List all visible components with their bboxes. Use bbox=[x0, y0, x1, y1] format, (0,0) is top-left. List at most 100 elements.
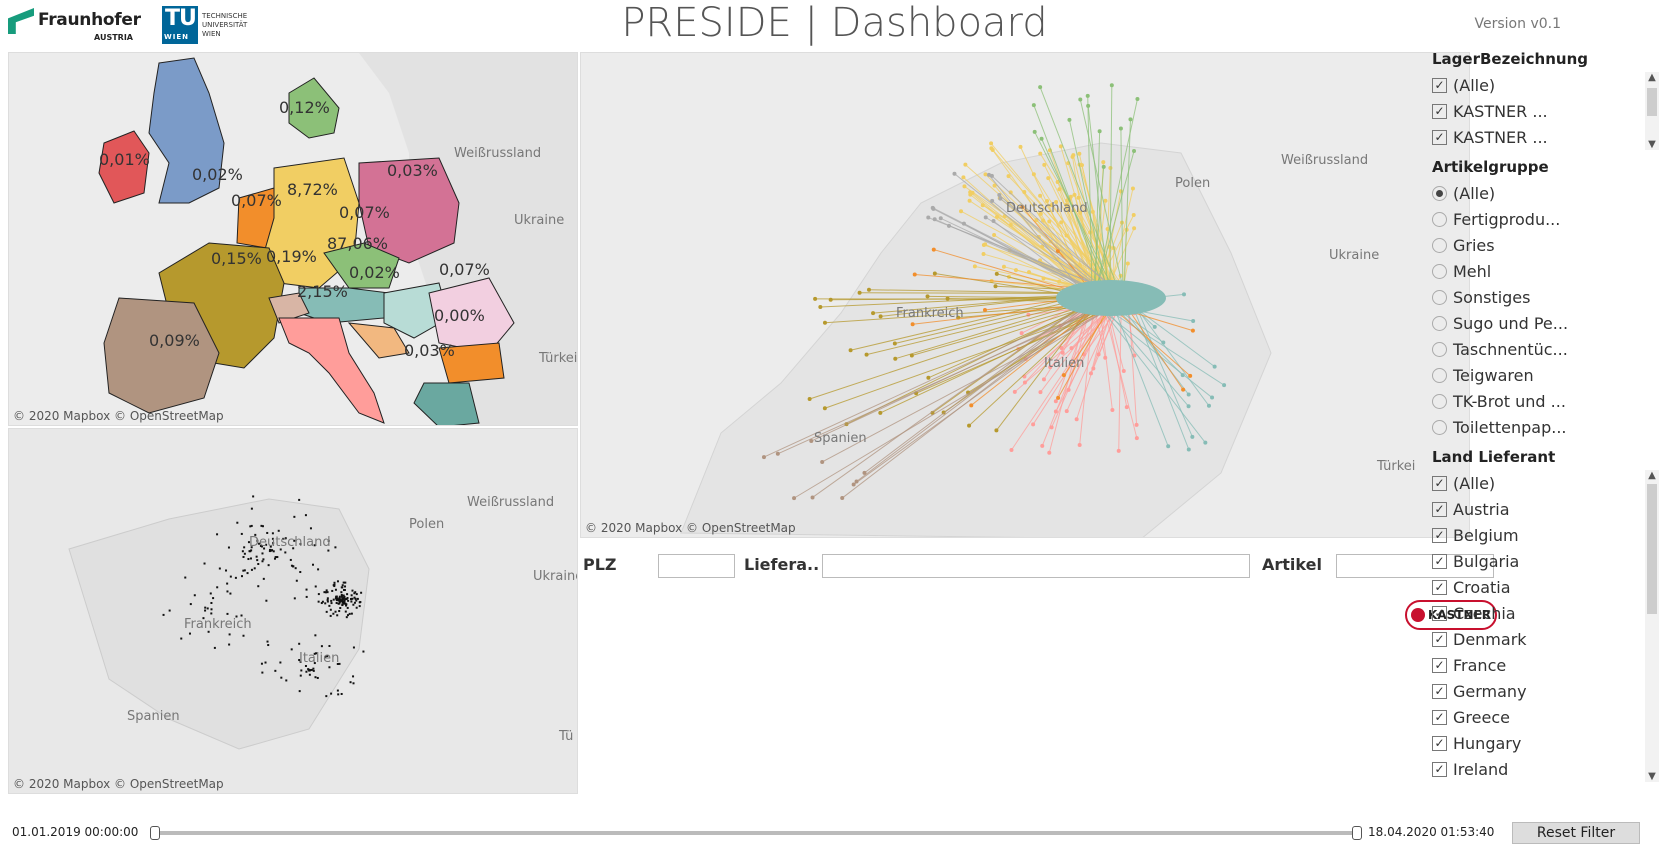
land-scrollbar[interactable]: ▲ ▼ bbox=[1645, 470, 1659, 782]
filter-item-artikel[interactable]: Sonstiges bbox=[1432, 284, 1668, 310]
location-dot bbox=[243, 552, 246, 555]
flow-origin-point bbox=[972, 264, 977, 269]
location-dot bbox=[228, 643, 231, 646]
pct-label: 0,12% bbox=[279, 98, 330, 117]
filter-item-land[interactable]: ✓ Hungary bbox=[1432, 730, 1668, 756]
dot-map[interactable]: Polen Weißrussland Deutschland Frankreic… bbox=[8, 428, 578, 794]
scroll-thumb[interactable] bbox=[1647, 484, 1657, 614]
location-dot bbox=[334, 546, 337, 549]
radio-icon[interactable] bbox=[1432, 289, 1447, 305]
choropleth-map[interactable]: Weißrussland Ukraine Türkei 0,12% 0,01% … bbox=[8, 52, 578, 426]
scroll-down-icon[interactable]: ▼ bbox=[1648, 771, 1656, 782]
radio-icon[interactable] bbox=[1432, 341, 1447, 357]
location-dot bbox=[276, 556, 279, 559]
lieferant-input[interactable] bbox=[822, 554, 1250, 578]
location-dot bbox=[352, 675, 355, 678]
filter-item-artikel[interactable]: Teigwaren bbox=[1432, 362, 1668, 388]
filter-panel: LagerBezeichnung ✓ (Alle) ✓ KASTNER ... ✓ K… bbox=[1432, 50, 1668, 782]
filter-item-land[interactable]: ✓ Belgium bbox=[1432, 522, 1668, 548]
filter-item-label: TK-Brot und ... bbox=[1453, 391, 1566, 411]
scroll-up-icon[interactable]: ▲ bbox=[1648, 470, 1656, 481]
radio-icon[interactable] bbox=[1432, 263, 1447, 279]
timeline-start-handle[interactable] bbox=[150, 826, 160, 840]
flow-origin-point bbox=[931, 247, 936, 252]
flow-origin-point bbox=[986, 172, 991, 177]
filter-item-lager[interactable]: ✓ (Alle) bbox=[1432, 72, 1668, 98]
filter-item-artikel[interactable]: (Alle) bbox=[1432, 180, 1668, 206]
filter-item-artikel[interactable]: Toilettenpap... bbox=[1432, 414, 1668, 440]
checkbox-checked-icon[interactable]: ✓ bbox=[1432, 475, 1447, 491]
flow-map-label-spanien: Spanien bbox=[814, 431, 867, 446]
filter-item-artikel[interactable]: Fertigprodu... bbox=[1432, 206, 1668, 232]
location-dot bbox=[345, 616, 348, 619]
filter-item-land[interactable]: ✓ (Alle) bbox=[1432, 470, 1668, 496]
radio-selected-icon[interactable] bbox=[1432, 185, 1447, 201]
flow-origin-point bbox=[963, 162, 968, 167]
location-dot bbox=[293, 515, 296, 518]
timeline-end-handle[interactable] bbox=[1352, 826, 1362, 840]
croatia-shape bbox=[347, 322, 410, 359]
radio-icon[interactable] bbox=[1432, 367, 1447, 383]
scroll-up-icon[interactable]: ▲ bbox=[1648, 72, 1656, 83]
location-dot bbox=[324, 591, 327, 594]
filter-list-artikel[interactable]: (Alle) Fertigprodu... Gries Mehl Sonstig… bbox=[1432, 180, 1668, 442]
location-dot bbox=[236, 521, 239, 524]
filter-item-land[interactable]: ✓ Czechia bbox=[1432, 600, 1668, 626]
filter-item-lager[interactable]: ✓ KASTNER ... bbox=[1432, 124, 1668, 150]
flow-origin-point bbox=[1108, 165, 1113, 170]
filter-item-land[interactable]: ✓ Denmark bbox=[1432, 626, 1668, 652]
location-dot bbox=[249, 557, 252, 560]
filter-item-land[interactable]: ✓ Croatia bbox=[1432, 574, 1668, 600]
location-dot bbox=[329, 608, 332, 611]
radio-icon[interactable] bbox=[1432, 393, 1447, 409]
filter-item-land[interactable]: ✓ France bbox=[1432, 652, 1668, 678]
checkbox-checked-icon[interactable]: ✓ bbox=[1432, 631, 1447, 647]
checkbox-checked-icon[interactable]: ✓ bbox=[1432, 761, 1447, 777]
timeline-slider-track[interactable] bbox=[154, 831, 1354, 835]
flow-origin-point bbox=[866, 287, 871, 292]
filter-list-lager[interactable]: ✓ (Alle) ✓ KASTNER ... ✓ KASTNER ... ▲ ▼ bbox=[1432, 72, 1668, 150]
filter-list-land[interactable]: ✓ (Alle) ✓ Austria ✓ Belgium ✓ Bulgaria ✓ Cro… bbox=[1432, 470, 1668, 782]
filter-item-artikel[interactable]: Mehl bbox=[1432, 258, 1668, 284]
radio-icon[interactable] bbox=[1432, 419, 1447, 435]
dot-map-label-weissrussland: Weißrussland bbox=[467, 495, 555, 510]
checkbox-checked-icon[interactable]: ✓ bbox=[1432, 527, 1447, 543]
filter-item-lager[interactable]: ✓ KASTNER ... bbox=[1432, 98, 1668, 124]
checkbox-checked-icon[interactable]: ✓ bbox=[1432, 129, 1447, 145]
checkbox-checked-icon[interactable]: ✓ bbox=[1432, 605, 1447, 621]
radio-icon[interactable] bbox=[1432, 211, 1447, 227]
location-dot bbox=[321, 600, 324, 603]
checkbox-checked-icon[interactable]: ✓ bbox=[1432, 553, 1447, 569]
scroll-down-icon[interactable]: ▼ bbox=[1648, 139, 1656, 150]
filter-item-land[interactable]: ✓ Austria bbox=[1432, 496, 1668, 522]
filter-item-artikel[interactable]: TK-Brot und ... bbox=[1432, 388, 1668, 414]
location-dot bbox=[250, 507, 253, 510]
filter-item-land[interactable]: ✓ Germany bbox=[1432, 678, 1668, 704]
filter-item-artikel[interactable]: Gries bbox=[1432, 232, 1668, 258]
filter-item-land[interactable]: ✓ Greece bbox=[1432, 704, 1668, 730]
checkbox-checked-icon[interactable]: ✓ bbox=[1432, 709, 1447, 725]
filter-item-land[interactable]: ✓ Bulgaria bbox=[1432, 548, 1668, 574]
plz-input[interactable] bbox=[658, 554, 735, 578]
location-dot bbox=[341, 584, 344, 587]
spain-shape bbox=[103, 297, 220, 414]
checkbox-checked-icon[interactable]: ✓ bbox=[1432, 683, 1447, 699]
checkbox-checked-icon[interactable]: ✓ bbox=[1432, 579, 1447, 595]
checkbox-checked-icon[interactable]: ✓ bbox=[1432, 501, 1447, 517]
artikel-input[interactable] bbox=[1336, 554, 1494, 578]
checkbox-checked-icon[interactable]: ✓ bbox=[1432, 735, 1447, 751]
filter-item-artikel[interactable]: Sugo und Pe... bbox=[1432, 310, 1668, 336]
scroll-thumb[interactable] bbox=[1647, 88, 1657, 116]
reset-filter-button[interactable]: Reset Filter bbox=[1512, 822, 1640, 844]
checkbox-checked-icon[interactable]: ✓ bbox=[1432, 657, 1447, 673]
radio-icon[interactable] bbox=[1432, 237, 1447, 253]
pct-label: 0,02% bbox=[192, 165, 243, 184]
flow-map[interactable]: Polen Weißrussland Ukraine Frankreich It… bbox=[580, 52, 1470, 538]
filter-item-artikel[interactable]: Taschnentüc... bbox=[1432, 336, 1668, 362]
checkbox-checked-icon[interactable]: ✓ bbox=[1432, 103, 1447, 119]
kastner-mark-icon bbox=[1411, 608, 1426, 622]
filter-item-land[interactable]: ✓ Ireland bbox=[1432, 756, 1668, 782]
radio-icon[interactable] bbox=[1432, 315, 1447, 331]
lager-scrollbar[interactable]: ▲ ▼ bbox=[1645, 72, 1659, 150]
checkbox-checked-icon[interactable]: ✓ bbox=[1432, 77, 1447, 93]
